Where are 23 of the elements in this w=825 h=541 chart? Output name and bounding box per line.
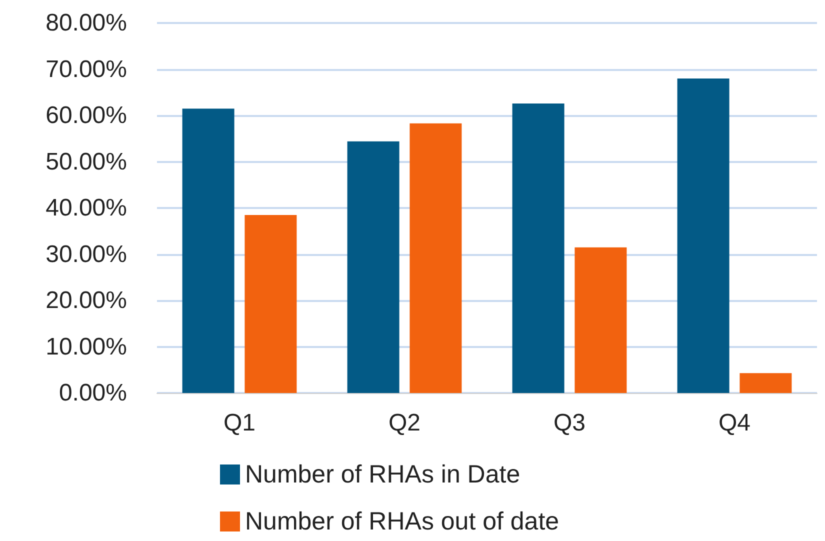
bar <box>574 247 627 393</box>
bar <box>410 123 462 393</box>
y-tick-label: 30.00% <box>46 240 127 268</box>
x-tick-label: Q3 <box>553 410 586 436</box>
legend-label: Number of RHAs in Date <box>245 460 520 488</box>
y-tick-label: 40.00% <box>46 194 127 222</box>
x-tick-label: Q4 <box>718 410 751 436</box>
y-tick-label: 0.00% <box>58 380 127 406</box>
bar <box>182 108 234 393</box>
bar <box>677 78 730 393</box>
x-tick-label: Q2 <box>388 410 421 436</box>
legend-label: Number of RHAs out of date <box>245 508 560 536</box>
y-tick-label: 70.00% <box>46 56 127 83</box>
bar <box>347 141 400 393</box>
bar <box>244 214 297 393</box>
bar <box>512 103 564 393</box>
y-tick-label: 50.00% <box>46 148 127 176</box>
x-tick-label: Q1 <box>223 410 256 436</box>
y-tick-label: 80.00% <box>46 10 127 36</box>
y-tick-label: 10.00% <box>46 333 127 360</box>
y-tick-label: 60.00% <box>46 102 127 129</box>
y-tick-label: 20.00% <box>46 287 127 314</box>
bar <box>740 373 792 393</box>
